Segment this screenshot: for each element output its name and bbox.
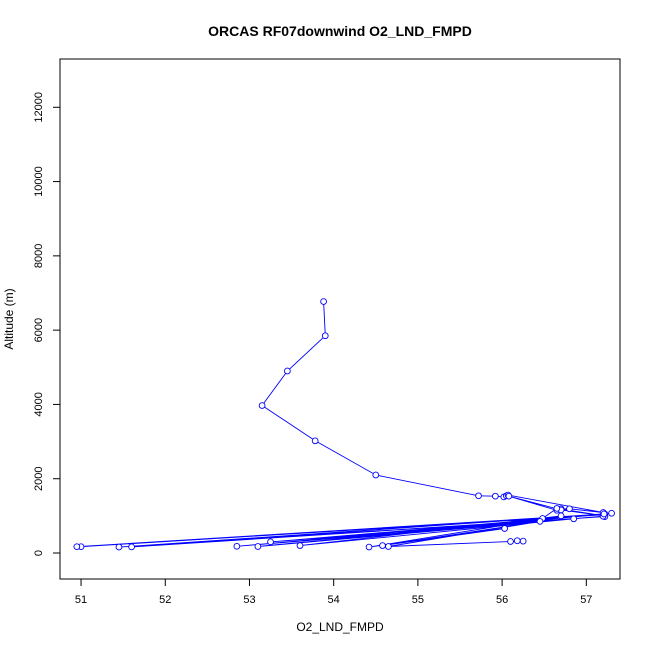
- data-point: [233, 542, 241, 550]
- x-tick-label: 54: [328, 594, 340, 606]
- x-tick-label: 51: [75, 594, 87, 606]
- data-point: [501, 525, 508, 532]
- series-layer: [73, 298, 615, 551]
- x-tick-label: 55: [412, 594, 424, 606]
- y-axis: 0 2000 4000 6000 8000 10000 12000: [33, 92, 61, 556]
- x-axis: 51 52 53 54 55 56 57: [75, 578, 592, 606]
- data-point: [492, 492, 499, 500]
- data-point: [284, 367, 291, 375]
- data-point: [267, 538, 274, 546]
- x-tick-label: 57: [580, 594, 592, 606]
- data-point: [505, 492, 513, 500]
- data-point: [321, 332, 329, 340]
- x-tick-label: 52: [159, 594, 171, 606]
- y-tick-label: 10000: [33, 166, 45, 197]
- y-tick-label: 8000: [33, 244, 45, 268]
- data-point: [570, 515, 578, 523]
- y-tick-label: 4000: [33, 392, 45, 416]
- y-tick-label: 6000: [33, 318, 45, 342]
- data-point: [254, 543, 262, 550]
- data-point: [475, 492, 482, 500]
- data-point: [385, 543, 392, 550]
- data-point: [128, 543, 135, 551]
- data-point: [507, 538, 514, 545]
- data-point: [115, 543, 123, 551]
- data-point: [372, 471, 380, 479]
- data-point: [600, 510, 608, 518]
- data-point: [296, 542, 304, 549]
- data-point: [608, 509, 615, 517]
- data-point: [379, 542, 386, 549]
- data-point: [519, 537, 527, 545]
- plot-frame: [59, 58, 621, 580]
- data-point: [566, 505, 573, 513]
- x-tick-label: 56: [496, 594, 508, 606]
- chart-title: ORCAS RF07downwind O2_LND_FMPD: [208, 23, 472, 39]
- data-point: [553, 505, 561, 512]
- y-tick-label: 0: [33, 550, 45, 556]
- data-point: [365, 543, 373, 551]
- y-axis-label: Altitude (m): [2, 288, 16, 349]
- data-point: [513, 537, 521, 545]
- data-point: [320, 298, 327, 305]
- y-tick-label: 2000: [33, 466, 45, 490]
- x-axis-label: O2_LND_FMPD: [296, 620, 384, 634]
- x-tick-label: 53: [243, 594, 255, 606]
- data-point: [258, 402, 266, 409]
- y-tick-label: 12000: [33, 92, 45, 123]
- data-point: [557, 512, 565, 520]
- series-line: [76, 301, 612, 548]
- data-point: [536, 518, 544, 525]
- data-point: [311, 437, 319, 445]
- data-point: [73, 543, 81, 551]
